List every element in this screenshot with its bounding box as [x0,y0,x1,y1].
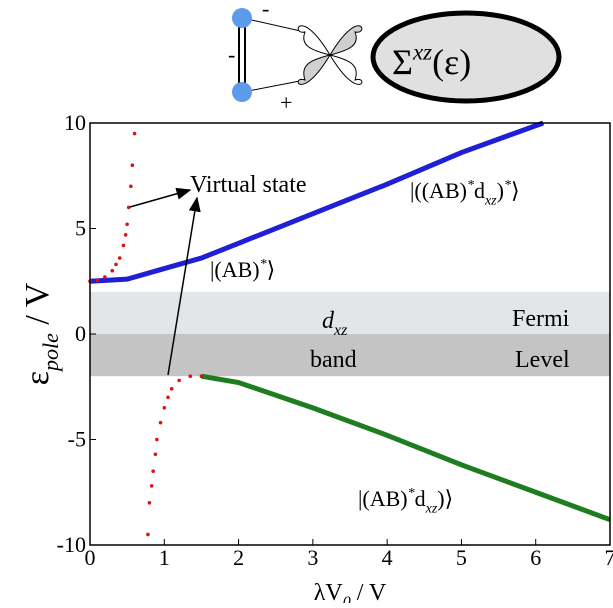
y-tick-label: -5 [68,427,86,452]
annotation: |((AB)*dxz)*⟩ [410,178,520,209]
text-part: λV [314,580,344,603]
y-tick-label: 0 [75,321,86,346]
sign: - [228,42,235,67]
text-part: Level [515,347,570,373]
text-part: xz [425,502,438,517]
sign: - [262,0,269,21]
text-part: ⟩ [511,178,520,203]
x-tick-label: 5 [456,545,467,570]
text-part: Virtual state [190,172,307,198]
lobe [330,26,362,55]
annotation: band [310,347,357,373]
text-part: ⟩ [267,257,276,282]
text-part: ε [19,371,56,385]
bond [243,18,305,32]
series-dot [151,469,155,473]
annotation: |(AB)*dxz)⟩ [358,486,453,517]
lobe [330,55,362,84]
series-dot [122,244,126,248]
series-dot [154,452,158,456]
text-part: / V [351,580,387,603]
text-part: |((AB) [410,178,467,203]
text-part: ) [497,178,504,203]
x-axis-label: λV0 / V [314,580,387,603]
text-part: 0 [343,594,351,603]
bond [243,80,305,92]
series-dot [166,396,170,400]
text-part: |(AB) [210,257,260,282]
x-tick-label: 2 [233,545,244,570]
annotation: |(AB)*⟩ [210,257,275,282]
x-tick-label: 3 [307,545,318,570]
x-tick-label: 1 [159,545,170,570]
series-dot [131,163,135,167]
text-part: band [310,347,357,373]
series-dot [146,533,150,537]
series-dot [103,275,107,279]
arrow [130,190,190,207]
series-dot [155,438,159,442]
series-dot [124,233,128,237]
atom [232,8,252,28]
text-part: |(AB) [358,486,408,511]
text-part: d [415,486,426,511]
text-part: xz [412,40,432,65]
series-dot [150,484,154,488]
series-dot [114,263,118,267]
x-tick-label: 4 [382,545,393,570]
text-part: * [260,257,267,272]
series-dot [118,256,122,260]
series-dot [170,387,174,391]
series-dot [110,269,114,273]
y-axis-label: εpole / V [19,282,63,385]
y-tick-label: 5 [75,216,86,241]
self-energy-label: Σxz(ε) [392,40,471,82]
annotation: Level [515,347,570,373]
text-part: * [467,178,474,193]
text-part: xz [484,194,497,209]
x-tick-label: 7 [605,545,613,570]
text-part: pole [38,333,63,373]
text-part: Fermi [512,306,570,332]
orbital-diagram: - - + Σxz(ε) [228,0,559,115]
x-tick-label: 6 [530,545,541,570]
series-dot [96,278,100,282]
y-tick-label: 10 [64,110,86,135]
text-part: * [408,486,415,501]
text-part: xz [333,322,348,339]
text-part: )⟩ [437,486,453,511]
sign: + [280,90,292,115]
text-part: d [474,178,485,203]
text-part: / V [19,282,56,333]
annotation: Fermi [512,306,570,332]
series-dot [162,406,166,410]
atom [232,82,252,102]
series-dot [188,374,192,378]
text-part: Σ [392,42,413,82]
annotation: Virtual state [190,172,307,198]
series-dot [159,421,163,425]
series-dot [125,222,129,226]
lobe [298,26,330,55]
lobe [298,55,330,84]
y-tick-label: -10 [57,532,86,557]
series-dot [148,501,152,505]
series-dot [127,206,131,210]
chart: - - + Σxz(ε) 01234567-10-50510Virtual st… [0,0,613,603]
text-part: * [504,178,511,193]
text-part: (ε) [432,42,471,82]
series-dot [200,374,204,378]
series-dot [129,185,133,189]
x-tick-label: 0 [85,545,96,570]
series-dot [133,132,137,136]
series-dot [177,379,181,383]
